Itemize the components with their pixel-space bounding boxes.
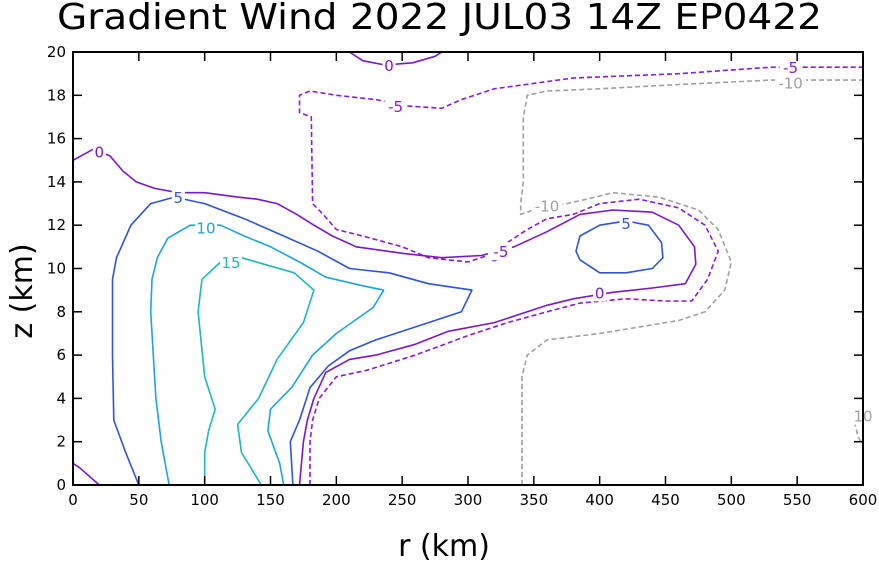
contour-label: 0	[384, 57, 394, 75]
x-tick-label: 100	[190, 491, 219, 509]
contour-label-bg	[220, 253, 242, 272]
y-tick-label: 2	[56, 433, 66, 451]
contour-label: -10	[778, 74, 803, 92]
contour-label: 0	[95, 144, 105, 162]
contour-line-0	[72, 462, 100, 486]
contour-label-bg	[775, 73, 807, 92]
contour-label-bg	[593, 283, 607, 302]
contour-label-bg	[382, 55, 396, 74]
contour-line-minus5	[298, 66, 863, 485]
y-tick-label: 10	[47, 260, 66, 278]
y-tick-label: 6	[56, 346, 66, 364]
y-axis: 0 2 4 6 8 10 12 14 16 18 20	[47, 43, 863, 494]
x-tick-label: 450	[651, 491, 680, 509]
x-tick-label: 50	[129, 491, 148, 509]
contour-label: 15	[221, 254, 240, 272]
contour-line-5	[111, 196, 473, 486]
contour-layer	[72, 51, 863, 486]
chart-title: Gradient Wind 2022 JUL03 14Z EP0422	[57, 0, 822, 38]
contour-label-bg	[171, 188, 185, 207]
y-tick-label: 8	[56, 303, 66, 321]
x-tick-label: 200	[322, 491, 351, 509]
contour-label-bg	[619, 214, 633, 233]
y-tick-label: 4	[56, 389, 66, 407]
x-tick-label: 250	[388, 491, 417, 509]
contour-label: -5	[388, 98, 403, 116]
contour-label-bg	[531, 196, 563, 215]
contour-line-minus10	[854, 424, 862, 443]
x-tick-label: 500	[717, 491, 746, 509]
x-tick-label: 150	[256, 491, 285, 509]
x-tick-label: 400	[585, 491, 614, 509]
x-tick-label: 300	[454, 491, 483, 509]
contour-line-0	[349, 51, 443, 66]
x-tick-label: 350	[520, 491, 549, 509]
y-tick-label: 16	[47, 130, 66, 148]
x-tick-label: 550	[783, 491, 812, 509]
y-tick-label: 20	[47, 43, 66, 61]
y-tick-label: 12	[47, 216, 66, 234]
contour-label: 5	[174, 189, 184, 207]
contour-line-0	[72, 148, 697, 486]
contour-line-minus10	[519, 79, 863, 485]
contour-label-bg	[92, 142, 106, 161]
contour-label-bg	[489, 242, 512, 261]
x-axis: 0 50 100 150 200 250 300 350 400 450 500 550 600	[68, 52, 877, 509]
contour-label-bg	[194, 218, 217, 237]
contour-label: -5	[783, 59, 798, 77]
contour-label: 0	[595, 284, 605, 302]
contour-label: 10	[196, 219, 215, 237]
plot-frame	[72, 51, 864, 486]
y-axis-label: z (km)	[5, 243, 40, 338]
contour-label: 5	[621, 215, 631, 233]
y-tick-label: 0	[56, 476, 66, 494]
contour-label-bg	[384, 97, 407, 116]
x-tick-label: 0	[68, 491, 78, 509]
y-tick-label: 18	[47, 86, 66, 104]
x-axis-label: r (km)	[398, 529, 490, 561]
contour-label-bg	[779, 58, 802, 77]
contour-label: -5	[493, 243, 508, 261]
contour-label: -10	[535, 198, 560, 216]
contour-line-15	[197, 256, 315, 486]
contour-line-10	[149, 224, 385, 486]
x-tick-label: 600	[849, 491, 878, 509]
contour-line-5	[575, 220, 664, 274]
y-tick-label: 14	[47, 173, 66, 191]
